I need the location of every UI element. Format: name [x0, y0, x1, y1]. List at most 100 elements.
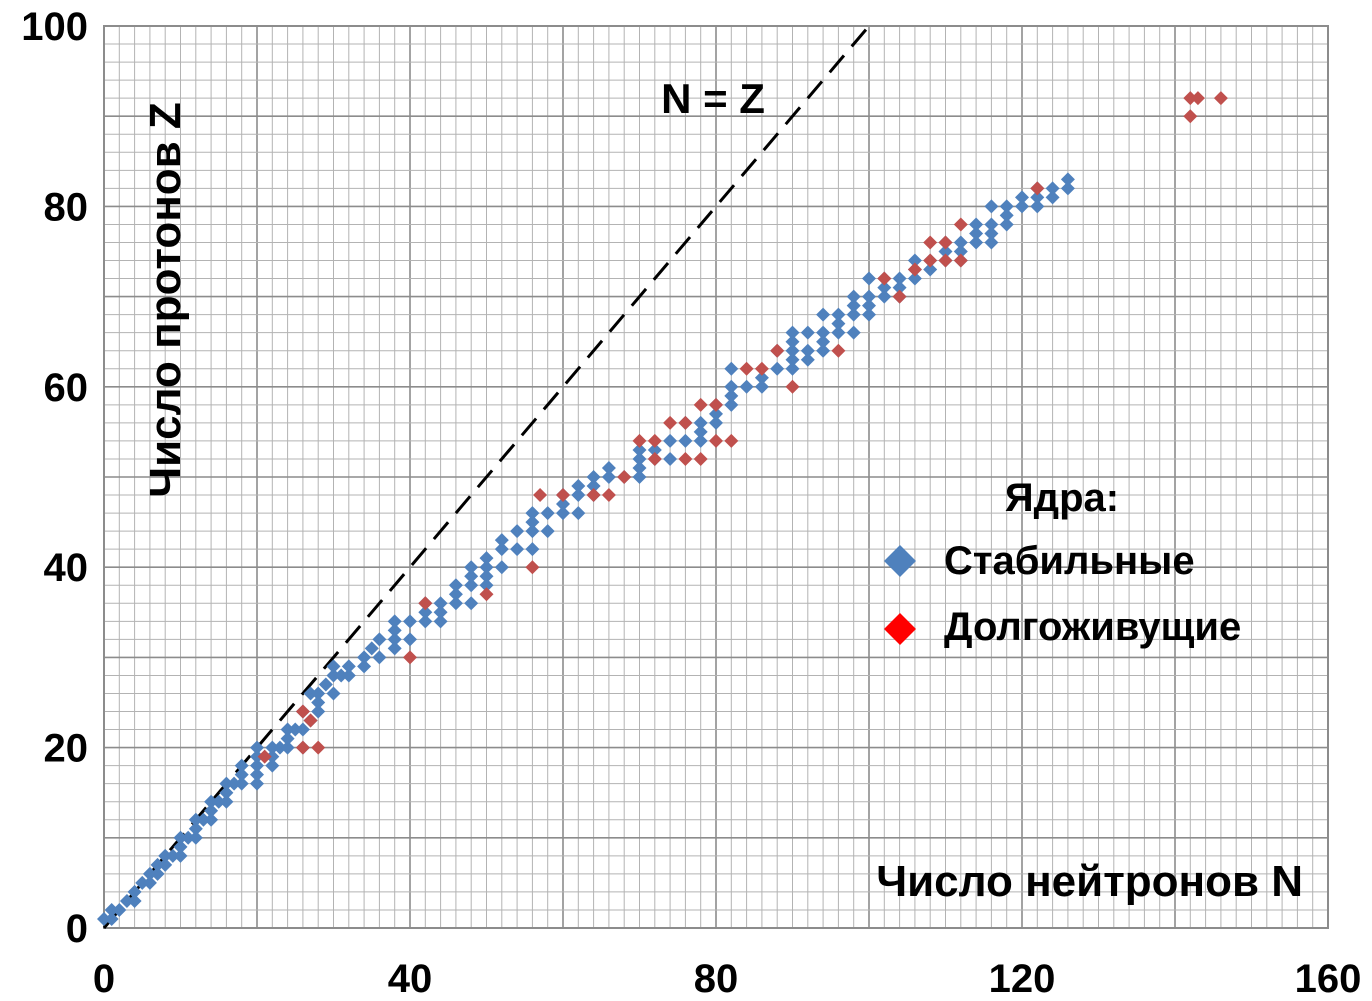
point-stable — [341, 659, 356, 674]
point-stable — [479, 551, 494, 566]
point-stable — [816, 343, 831, 358]
point-long-lived — [739, 361, 754, 376]
point-stable — [165, 848, 180, 863]
point-stable — [188, 821, 203, 836]
point-stable — [250, 758, 264, 773]
point-stable — [464, 560, 479, 575]
point-stable — [678, 433, 693, 448]
point-long-lived — [785, 379, 800, 394]
point-stable — [250, 749, 264, 764]
point-stable — [586, 479, 601, 494]
point-stable — [234, 758, 249, 773]
point-stable — [479, 569, 494, 584]
point-stable — [479, 560, 494, 575]
point-stable — [984, 199, 999, 214]
point-long-lived — [693, 397, 708, 412]
point-long-lived — [295, 704, 310, 719]
point-stable — [816, 334, 831, 349]
point-long-lived — [877, 271, 892, 286]
point-stable — [525, 524, 540, 539]
point-long-lived — [709, 397, 723, 412]
point-stable — [250, 767, 264, 782]
point-stable — [846, 325, 861, 340]
point-stable — [969, 226, 984, 241]
point-long-lived — [709, 433, 723, 448]
legend-label-stable: Стабильные — [944, 539, 1195, 583]
point-stable — [204, 794, 219, 809]
series-long-lived — [257, 91, 1228, 764]
point-stable — [280, 722, 295, 737]
point-stable — [601, 470, 616, 484]
point-stable — [372, 650, 387, 665]
point-stable — [119, 893, 134, 908]
point-stable — [204, 812, 219, 827]
point-stable — [510, 524, 525, 539]
point-stable — [357, 659, 372, 674]
point-stable — [724, 379, 739, 394]
point-stable — [387, 641, 402, 656]
point-stable — [494, 560, 509, 575]
x-tick-label: 80 — [694, 957, 739, 1001]
point-stable — [724, 397, 739, 412]
point-stable — [571, 479, 586, 494]
point-long-lived — [678, 451, 693, 466]
point-stable — [158, 857, 173, 872]
legend-label-long-lived: Долгоживущие — [944, 605, 1241, 649]
point-stable — [464, 578, 479, 593]
n-equals-z-line — [102, 25, 871, 929]
point-long-lived — [831, 343, 846, 358]
point-stable — [280, 740, 295, 755]
point-stable — [632, 442, 647, 457]
point-stable — [800, 325, 815, 340]
point-long-lived — [257, 749, 272, 764]
point-stable — [862, 271, 876, 286]
point-stable — [494, 533, 509, 548]
point-stable — [540, 524, 555, 539]
point-long-lived — [647, 433, 662, 448]
point-stable — [387, 614, 402, 629]
point-stable — [1060, 172, 1075, 187]
y-tick-label: 80 — [44, 185, 89, 229]
point-stable — [785, 361, 800, 376]
point-stable — [433, 596, 448, 611]
point-stable — [571, 488, 586, 503]
point-stable — [862, 289, 876, 304]
point-long-lived — [1183, 91, 1198, 106]
y-tick-label: 60 — [44, 366, 89, 410]
y-tick-label: 100 — [21, 5, 88, 49]
point-stable — [318, 677, 333, 692]
point-stable — [846, 298, 861, 313]
point-stable — [816, 325, 831, 340]
point-stable — [540, 506, 555, 521]
point-stable — [1015, 190, 1029, 205]
point-stable — [693, 415, 708, 430]
point-long-lived — [617, 470, 632, 484]
point-stable — [938, 244, 953, 259]
point-stable — [272, 740, 287, 755]
point-long-lived — [892, 289, 907, 304]
point-stable — [479, 578, 494, 593]
point-stable — [219, 794, 234, 809]
point-stable — [877, 289, 892, 304]
point-stable — [816, 307, 831, 322]
point-stable — [403, 632, 417, 647]
point-stable — [448, 578, 463, 593]
x-tick-label: 0 — [93, 957, 115, 1001]
point-stable — [999, 217, 1014, 232]
point-stable — [862, 307, 876, 322]
point-long-lived — [1030, 181, 1045, 196]
point-stable — [104, 902, 119, 917]
point-long-lived — [295, 740, 310, 755]
point-stable — [556, 506, 570, 521]
point-stable — [663, 433, 678, 448]
point-stable — [295, 722, 310, 737]
point-stable — [525, 515, 540, 530]
y-axis-title: Число протонов Z — [141, 102, 190, 498]
point-stable — [846, 289, 861, 304]
plot-border — [103, 25, 1329, 929]
point-stable — [150, 857, 165, 872]
y-tick-labels: 0 20 40 60 80 100 — [21, 5, 88, 951]
point-stable — [142, 875, 157, 890]
point-stable — [586, 470, 601, 484]
point-stable — [433, 605, 448, 620]
